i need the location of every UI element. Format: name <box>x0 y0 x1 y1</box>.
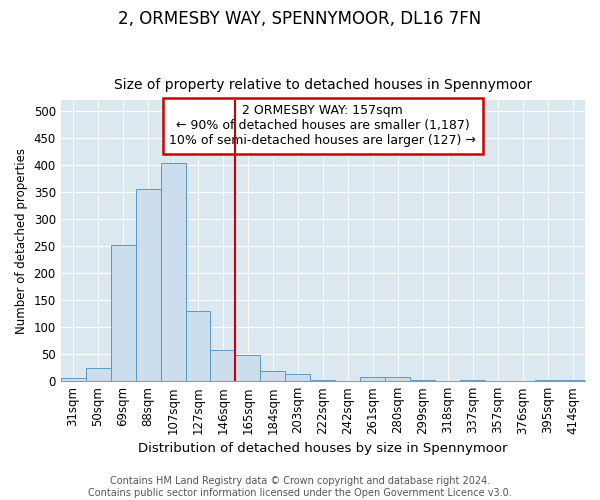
Bar <box>560 380 585 381</box>
Text: 2 ORMESBY WAY: 157sqm
← 90% of detached houses are smaller (1,187)
10% of semi-d: 2 ORMESBY WAY: 157sqm ← 90% of detached … <box>169 104 476 148</box>
Bar <box>161 164 185 381</box>
Text: 2, ORMESBY WAY, SPENNYMOOR, DL16 7FN: 2, ORMESBY WAY, SPENNYMOOR, DL16 7FN <box>118 10 482 28</box>
Bar <box>211 350 235 381</box>
Bar <box>310 380 335 381</box>
Bar <box>185 311 211 381</box>
Bar <box>535 380 560 381</box>
Bar <box>110 245 136 381</box>
Bar <box>410 380 435 381</box>
Bar <box>61 378 86 381</box>
Title: Size of property relative to detached houses in Spennymoor: Size of property relative to detached ho… <box>114 78 532 92</box>
Y-axis label: Number of detached properties: Number of detached properties <box>15 148 28 334</box>
Bar <box>460 380 485 381</box>
Bar <box>86 368 110 381</box>
Bar <box>385 378 410 381</box>
Bar <box>360 378 385 381</box>
Bar <box>286 374 310 381</box>
Bar <box>235 354 260 381</box>
Bar <box>260 371 286 381</box>
Bar <box>136 190 161 381</box>
X-axis label: Distribution of detached houses by size in Spennymoor: Distribution of detached houses by size … <box>138 442 508 455</box>
Text: Contains HM Land Registry data © Crown copyright and database right 2024.
Contai: Contains HM Land Registry data © Crown c… <box>88 476 512 498</box>
